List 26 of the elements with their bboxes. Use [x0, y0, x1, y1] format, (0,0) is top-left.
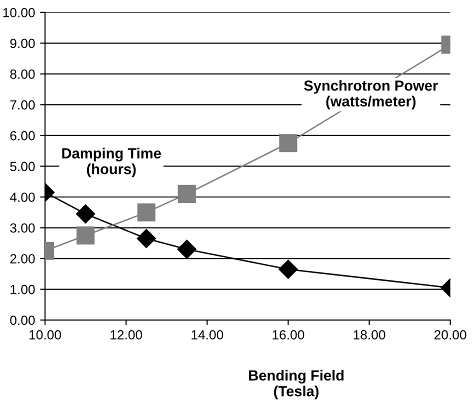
x-tick-label: 18.00 — [354, 330, 386, 340]
x-tick-label: 16.00 — [272, 330, 304, 340]
y-tick-label: 2.00 — [10, 254, 35, 264]
point — [76, 226, 95, 244]
x-axis-title: Bending Field (Tesla) — [249, 370, 344, 400]
y-tick-label: 1.00 — [10, 284, 35, 294]
point — [178, 184, 196, 203]
series-label: Damping Time (hours) — [62, 148, 161, 178]
y-tick-label: 3.00 — [10, 223, 35, 233]
series-label: Synchrotron Power (watts/meter) — [304, 80, 438, 110]
y-tick-label: 8.00 — [10, 69, 35, 79]
y-tick-label: 5.00 — [10, 162, 35, 172]
point — [76, 204, 96, 224]
y-tick-label: 7.00 — [10, 100, 35, 110]
x-tick-label: 14.00 — [192, 330, 224, 340]
y-tick-label: 6.00 — [10, 131, 35, 140]
x-tick-label: 20.00 — [434, 330, 466, 340]
x-tick-label: 12.00 — [110, 330, 142, 340]
y-tick-label: 10.00 — [3, 8, 35, 18]
point — [137, 203, 156, 222]
point — [177, 240, 196, 259]
y-tick-label: 9.00 — [10, 38, 35, 48]
y-tick-label: 0.00 — [10, 316, 35, 325]
point — [136, 229, 156, 248]
y-tick-label: 4.00 — [10, 192, 35, 202]
x-tick-label: 10.00 — [30, 330, 62, 340]
